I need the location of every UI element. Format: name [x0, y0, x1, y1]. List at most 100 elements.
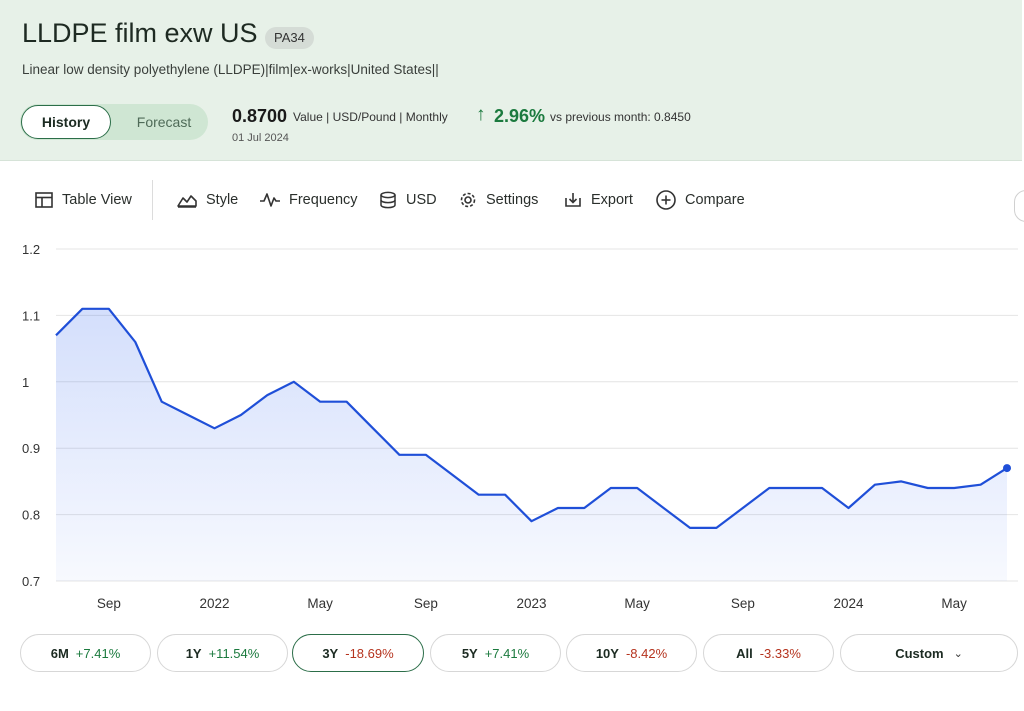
- data-point[interactable]: [291, 379, 296, 384]
- code-badge: PA34: [265, 27, 314, 49]
- data-point[interactable]: [318, 399, 323, 404]
- data-point[interactable]: [952, 486, 957, 491]
- data-point[interactable]: [767, 486, 772, 491]
- table-view-button[interactable]: Table View: [34, 180, 132, 220]
- range-change: +11.54%: [208, 645, 260, 661]
- data-point[interactable]: [582, 506, 587, 511]
- page-title: LLDPE film exw US: [22, 18, 258, 48]
- range-button-all[interactable]: All -3.33%: [703, 634, 834, 672]
- data-point[interactable]: [397, 452, 402, 457]
- data-point[interactable]: [899, 479, 904, 484]
- data-point[interactable]: [476, 492, 481, 497]
- value-meta: Value | USD/Pound | Monthly: [293, 110, 448, 124]
- x-tick-label: Sep: [731, 596, 755, 611]
- data-point[interactable]: [925, 486, 930, 491]
- currency-label: USD: [406, 192, 437, 208]
- data-point[interactable]: [872, 482, 877, 487]
- data-point[interactable]: [635, 486, 640, 491]
- custom-range-label: Custom: [895, 645, 944, 661]
- x-tick-label: 2023: [516, 596, 546, 611]
- range-label: 5Y: [461, 645, 478, 661]
- x-tick-label: 2024: [833, 596, 864, 611]
- currency-button[interactable]: USD: [378, 180, 437, 220]
- x-tick-label: May: [624, 596, 650, 611]
- data-point[interactable]: [661, 506, 666, 511]
- range-change: +7.41%: [75, 645, 121, 661]
- range-change: -18.69%: [345, 645, 394, 661]
- price-chart: 1.2 1.1 1 0.9 0.8 0.7 Sep 2022 May Sep 2023 May Sep…: [22, 242, 1018, 611]
- tab-forecast[interactable]: Forecast: [136, 114, 192, 130]
- y-tick-label: 0.8: [22, 508, 40, 523]
- frequency-button[interactable]: Frequency: [259, 180, 358, 220]
- data-point[interactable]: [238, 413, 243, 418]
- chevron-down-icon: ⌄: [953, 647, 963, 660]
- arrow-up-icon: ↑: [476, 104, 486, 125]
- data-point[interactable]: [186, 413, 191, 418]
- history-forecast-toggle: History Forecast: [20, 104, 208, 140]
- compare-button[interactable]: Compare: [655, 180, 745, 220]
- data-point[interactable]: [529, 519, 534, 524]
- range-button-5y[interactable]: 5Y +7.41%: [430, 634, 561, 672]
- export-button[interactable]: Export: [563, 180, 633, 220]
- data-point[interactable]: [54, 333, 59, 338]
- database-icon: [380, 191, 396, 209]
- chart-toolbar: Table View Style Frequency USD Settings …: [0, 180, 1024, 224]
- range-label: 10Y: [595, 645, 619, 661]
- data-point[interactable]: [555, 506, 560, 511]
- y-tick-label: 0.9: [22, 441, 40, 456]
- x-tick-label: Sep: [414, 596, 438, 611]
- range-button-10y[interactable]: 10Y -8.42%: [566, 634, 697, 672]
- table-view-label: Table View: [62, 192, 132, 208]
- data-point[interactable]: [793, 486, 798, 491]
- data-point[interactable]: [503, 492, 508, 497]
- data-point[interactable]: [740, 506, 745, 511]
- pulse-icon: [260, 193, 280, 207]
- range-button-6m[interactable]: 6M +7.41%: [20, 634, 151, 672]
- range-change: -8.42%: [625, 645, 668, 661]
- download-icon: [565, 193, 581, 207]
- x-tick-label: Sep: [97, 596, 121, 611]
- side-scroll-button[interactable]: [1014, 190, 1024, 222]
- y-tick-label: 1.2: [22, 242, 40, 257]
- range-change: +7.41%: [484, 645, 530, 661]
- data-point[interactable]: [423, 452, 428, 457]
- data-point[interactable]: [133, 340, 138, 345]
- last-point-marker[interactable]: [1003, 464, 1011, 473]
- settings-button[interactable]: Settings: [458, 180, 538, 220]
- data-point[interactable]: [846, 506, 851, 511]
- data-point[interactable]: [106, 306, 111, 311]
- data-point[interactable]: [159, 399, 164, 404]
- x-tick-label: 2022: [199, 596, 229, 611]
- custom-range-dropdown[interactable]: Custom ⌄: [840, 634, 1018, 672]
- style-button[interactable]: Style: [176, 180, 238, 220]
- previous-month-value: vs previous month: 0.8450: [550, 110, 691, 124]
- data-point[interactable]: [978, 482, 983, 487]
- data-point[interactable]: [688, 525, 693, 530]
- plus-circle-icon: [656, 190, 676, 210]
- y-tick-label: 1.1: [22, 308, 40, 323]
- data-point[interactable]: [212, 426, 217, 431]
- x-tick-label: May: [307, 596, 333, 611]
- style-label: Style: [206, 192, 239, 208]
- tab-history[interactable]: History: [21, 105, 111, 139]
- y-tick-label: 1: [22, 375, 29, 390]
- data-point[interactable]: [714, 525, 719, 530]
- data-point[interactable]: [265, 393, 270, 398]
- data-point[interactable]: [820, 486, 825, 491]
- data-point[interactable]: [608, 486, 613, 491]
- compare-label: Compare: [685, 192, 745, 208]
- data-point[interactable]: [80, 306, 85, 311]
- range-button-1y[interactable]: 1Y +11.54%: [157, 634, 288, 672]
- range-label: All: [736, 645, 753, 661]
- data-point[interactable]: [344, 399, 349, 404]
- data-point[interactable]: [450, 472, 455, 477]
- toolbar-divider: [152, 180, 153, 220]
- area-chart-icon: [177, 195, 197, 208]
- data-point[interactable]: [371, 426, 376, 431]
- page-subtitle: Linear low density polyethylene (LLDPE)|…: [22, 62, 439, 77]
- range-change: -3.33%: [759, 645, 801, 661]
- series-line: [55, 307, 1008, 529]
- range-button-3y[interactable]: 3Y -18.69%: [292, 634, 424, 672]
- gear-icon: [460, 192, 476, 208]
- range-label: 1Y: [185, 645, 202, 661]
